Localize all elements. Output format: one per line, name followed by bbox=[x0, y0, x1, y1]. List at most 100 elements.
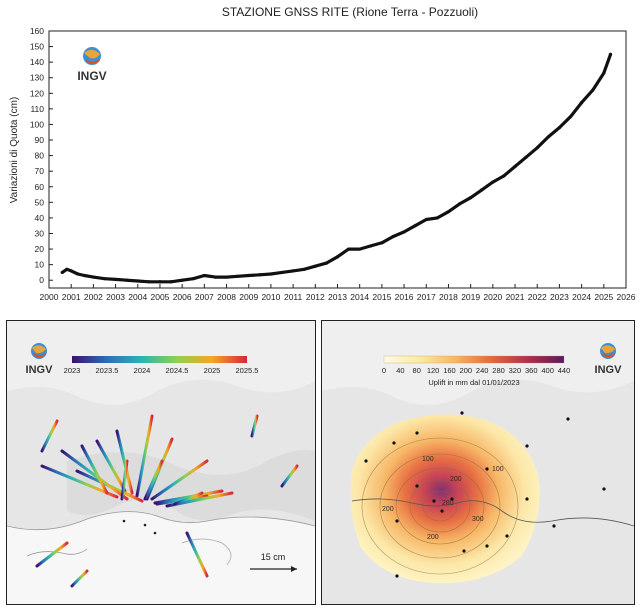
y-tick-label: 10 bbox=[35, 260, 45, 270]
series-point bbox=[346, 247, 351, 251]
uplift-colorbar-label: Uplift in mm dal 01/01/2023 bbox=[428, 378, 519, 387]
y-tick-label: 70 bbox=[35, 166, 45, 176]
ingv-logo-left: INGV bbox=[26, 343, 53, 376]
displacement-map-svg: 2023 2023.5 2024 2024.5 2025 2025.5 15 cm ING… bbox=[7, 321, 315, 604]
series-point bbox=[369, 244, 373, 248]
displacement-trace bbox=[120, 459, 129, 501]
x-tick-label: 2016 bbox=[395, 292, 414, 302]
colorbar-tick-label: 320 bbox=[509, 366, 522, 375]
maps-section: 2023 2023.5 2024 2024.5 2025 2025.5 15 cm ING… bbox=[0, 318, 640, 613]
displacement-trace bbox=[185, 531, 209, 578]
x-tick-label: 2017 bbox=[417, 292, 436, 302]
colorbar-tick-label: 2025.5 bbox=[236, 366, 259, 375]
displacement-trace bbox=[80, 444, 109, 495]
series-point bbox=[446, 210, 451, 214]
uplift-map-svg: 100 200 280 300 200 200 100 bbox=[322, 321, 634, 604]
x-tick-label: 2009 bbox=[239, 292, 258, 302]
x-tick-label: 2026 bbox=[617, 292, 636, 302]
time-series-chart: STAZIONE GNSS RITE (Rione Terra - Pozzuo… bbox=[9, 5, 636, 302]
colorbar-tick-label: 280 bbox=[492, 366, 505, 375]
y-axis-label: Variazioni di Quota (cm) bbox=[9, 97, 20, 204]
displacement-trace bbox=[173, 491, 204, 506]
displacement-trace bbox=[135, 414, 154, 498]
contour-label-6: 200 bbox=[382, 506, 394, 513]
x-tick-label: 2013 bbox=[328, 292, 347, 302]
series-point bbox=[491, 180, 495, 184]
series-point bbox=[502, 174, 506, 178]
y-tick-label: 80 bbox=[35, 151, 45, 161]
displacement-trace bbox=[115, 429, 134, 495]
y-tick-label: 100 bbox=[30, 119, 44, 129]
y-tick-label: 60 bbox=[35, 182, 45, 192]
x-tick-label: 2014 bbox=[350, 292, 369, 302]
series-point bbox=[457, 202, 462, 206]
x-tick-label: 2011 bbox=[284, 292, 303, 302]
x-tick-label: 2019 bbox=[461, 292, 480, 302]
uplift-colorbar-ticks: 0 40 80 120 160 200 240 280 320 360 400 440 bbox=[382, 366, 570, 375]
y-tick-label: 40 bbox=[35, 213, 45, 223]
colorbar-tick-label: 400 bbox=[541, 366, 554, 375]
x-tick-label: 2021 bbox=[506, 292, 525, 302]
contour-label-2: 200 bbox=[450, 476, 462, 483]
y-tick-label: 50 bbox=[35, 197, 45, 207]
series-point bbox=[169, 280, 173, 284]
series-point bbox=[513, 164, 517, 169]
series-point bbox=[247, 273, 251, 278]
series-point bbox=[546, 135, 550, 139]
displacement-trace bbox=[60, 449, 129, 501]
x-tick-label: 2008 bbox=[217, 292, 236, 302]
series-point bbox=[568, 115, 573, 119]
x-tick-label: 2001 bbox=[62, 292, 81, 302]
displacement-trace bbox=[150, 459, 209, 501]
y-tick-label: 30 bbox=[35, 228, 45, 238]
series-point bbox=[391, 235, 395, 239]
colorbar-tick-label: 2024.5 bbox=[166, 366, 189, 375]
x-tick-label: 2025 bbox=[594, 292, 613, 302]
ingv-logo-right: INGV bbox=[595, 343, 622, 376]
x-tick-label: 2018 bbox=[439, 292, 458, 302]
displacement-trace bbox=[95, 439, 127, 493]
series-point bbox=[213, 275, 218, 279]
colorbar-tick-label: 440 bbox=[558, 366, 571, 375]
series-point bbox=[102, 277, 107, 281]
displacement-vectors bbox=[35, 407, 299, 588]
displacement-trace bbox=[250, 414, 259, 438]
chart-title: STAZIONE GNSS RITE (Rione Terra - Pozzuo… bbox=[222, 5, 478, 19]
x-tick-label: 2003 bbox=[106, 292, 125, 302]
y-tick-label: 90 bbox=[35, 135, 45, 145]
series-point bbox=[180, 278, 184, 282]
x-axis: 2000 2001 2002 2003 2004 2005 2006 2007 2008 2009… bbox=[40, 284, 636, 302]
uplift-colorbar bbox=[383, 355, 565, 364]
x-tick-label: 2022 bbox=[528, 292, 547, 302]
x-tick-label: 2024 bbox=[572, 292, 591, 302]
colorbar-tick-label: 360 bbox=[525, 366, 538, 375]
series-point bbox=[324, 261, 329, 265]
ingv-logo-text: INGV bbox=[77, 69, 106, 83]
y-tick-label: 150 bbox=[30, 42, 44, 52]
x-tick-label: 2005 bbox=[151, 292, 170, 302]
x-tick-label: 2015 bbox=[372, 292, 391, 302]
plot-frame bbox=[48, 30, 627, 289]
uplift-series-line bbox=[60, 52, 613, 284]
series-point bbox=[469, 196, 473, 200]
colorbar-tick-label: 80 bbox=[413, 366, 421, 375]
series-point bbox=[335, 255, 340, 259]
colorbar-tick-label: 240 bbox=[476, 366, 489, 375]
x-tick-label: 2004 bbox=[128, 292, 147, 302]
x-tick-label: 2023 bbox=[550, 292, 569, 302]
contour-label-7: 100 bbox=[492, 466, 504, 473]
series-point bbox=[608, 52, 613, 56]
series-point bbox=[524, 155, 528, 159]
x-tick-label: 2012 bbox=[306, 292, 325, 302]
series-point bbox=[76, 272, 80, 276]
y-tick-label: 20 bbox=[35, 244, 45, 254]
y-tick-label: 110 bbox=[30, 104, 44, 114]
series-point bbox=[402, 230, 406, 234]
series-point bbox=[413, 224, 417, 228]
colorbar-tick-label: 40 bbox=[396, 366, 404, 375]
series-point bbox=[591, 88, 595, 92]
series-point bbox=[280, 270, 284, 275]
series-point bbox=[557, 125, 562, 130]
colorbar-tick-label: 160 bbox=[443, 366, 456, 375]
series-point bbox=[435, 216, 439, 220]
